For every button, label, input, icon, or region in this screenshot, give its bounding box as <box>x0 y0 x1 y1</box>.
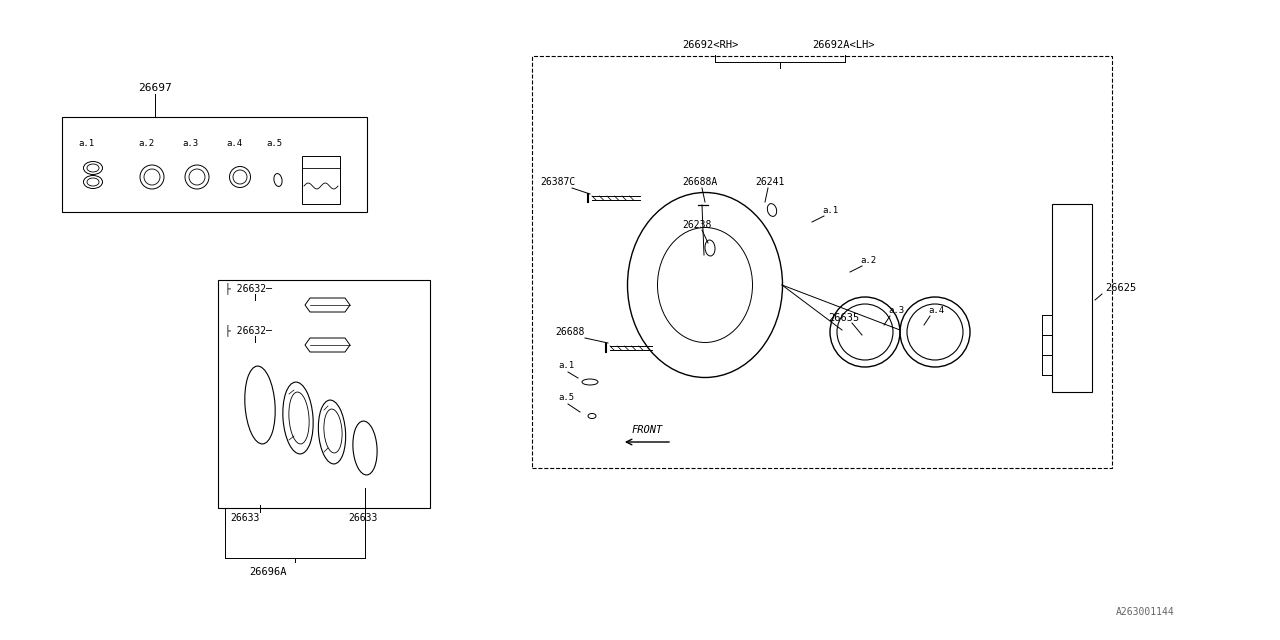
Text: 26238: 26238 <box>682 220 712 230</box>
Text: 26625: 26625 <box>1105 283 1137 293</box>
Text: ├ 26632─: ├ 26632─ <box>225 282 273 294</box>
Text: a.5: a.5 <box>558 394 575 403</box>
Bar <box>218 280 430 508</box>
Text: a.4: a.4 <box>227 138 242 147</box>
Text: a.1: a.1 <box>558 362 575 371</box>
Text: ├ 26632─: ├ 26632─ <box>225 324 273 336</box>
Text: a.5: a.5 <box>266 138 282 147</box>
Text: 26633: 26633 <box>230 513 260 523</box>
Text: a.3: a.3 <box>888 305 904 314</box>
Text: 26387C: 26387C <box>540 177 575 187</box>
Bar <box>1052 204 1092 392</box>
Text: a.4: a.4 <box>928 305 945 314</box>
Bar <box>532 56 1112 468</box>
Text: a.2: a.2 <box>138 138 154 147</box>
Text: 26692<RH>: 26692<RH> <box>682 40 739 50</box>
Text: a.2: a.2 <box>860 255 876 264</box>
Text: 26633: 26633 <box>348 513 378 523</box>
Bar <box>302 156 340 204</box>
Text: 26697: 26697 <box>138 83 172 93</box>
Text: 26241: 26241 <box>755 177 785 187</box>
Text: FRONT: FRONT <box>632 425 663 435</box>
Text: A263001144: A263001144 <box>1116 607 1175 617</box>
Text: 26635: 26635 <box>828 313 859 323</box>
Text: 26692A<LH>: 26692A<LH> <box>812 40 874 50</box>
Bar <box>61 117 367 212</box>
Text: a.3: a.3 <box>182 138 198 147</box>
Text: 26696A: 26696A <box>250 567 287 577</box>
Text: a.1: a.1 <box>822 205 838 214</box>
Text: 26688A: 26688A <box>682 177 717 187</box>
Text: 26688: 26688 <box>556 327 585 337</box>
Text: a.1: a.1 <box>78 138 95 147</box>
